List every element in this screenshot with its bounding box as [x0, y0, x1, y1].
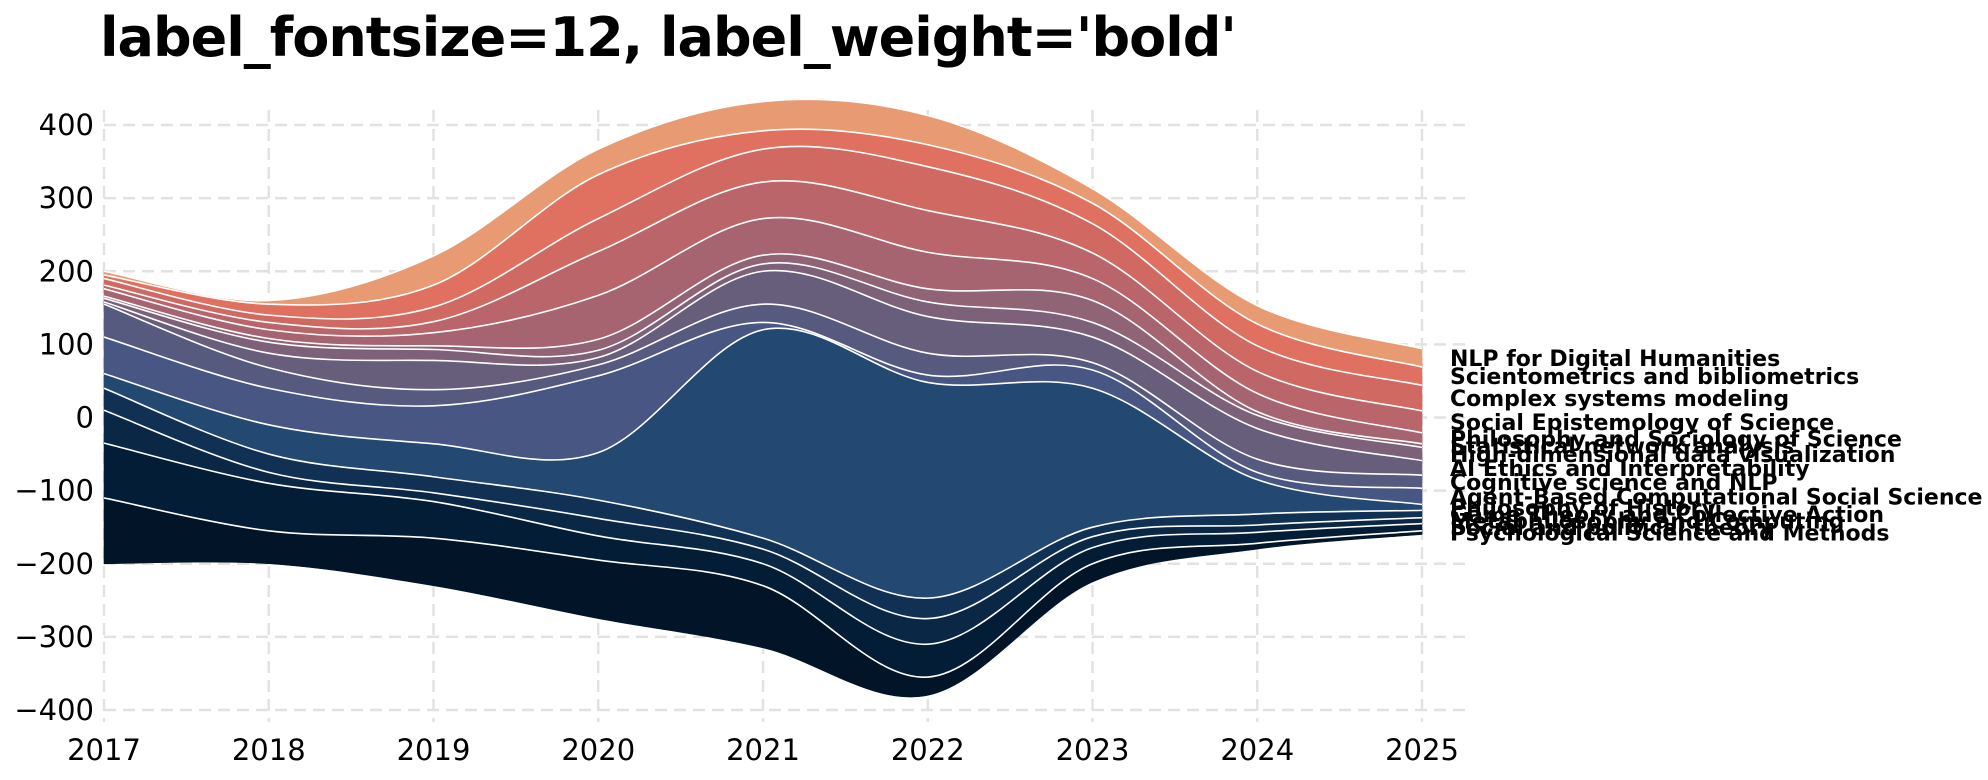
- stream-boundary-line: [103, 145, 1423, 387]
- y-tick-label-100: 100: [39, 327, 94, 361]
- x-tick-label-2025: 2025: [1385, 733, 1459, 767]
- stream-boundary-line: [103, 128, 1423, 368]
- y-tick-label-0: 0: [76, 401, 94, 435]
- stream-boundary-line: [103, 442, 1423, 645]
- stream-boundary-line: [103, 269, 1423, 462]
- series-label-high-dimensional-data-visualization: High-dimensional data visualization: [1450, 443, 1895, 468]
- stream-layer: [103, 99, 1423, 698]
- stream-boundary-line: [103, 321, 1423, 490]
- x-tick-label-2017: 2017: [67, 733, 141, 767]
- stream-boundary-line: [103, 180, 1423, 412]
- x-tick-label-2020: 2020: [561, 733, 635, 767]
- series-label-metaphilosophy-and-computing: Metaphilosophy and Computing: [1450, 510, 1844, 535]
- stream-boundary-line: [103, 327, 1423, 506]
- stream-boundary-line: [103, 98, 1423, 350]
- stream-boundary-line: [103, 216, 1423, 434]
- y-tick-label--200: −200: [14, 547, 94, 581]
- series-label-statistical-network-analysis: Statistical network analysis: [1450, 435, 1794, 460]
- series-label-psychological-science-and-methods: Psychological Science and Methods: [1450, 522, 1890, 547]
- stream-boundary-line: [103, 262, 1423, 449]
- stream-boundary-line: [103, 253, 1423, 445]
- y-tick-label-300: 300: [39, 181, 94, 215]
- stream-boundary-line: [103, 409, 1423, 620]
- series-label-philosophy-and-sociology-of-science: Philosophy and Sociology of Science: [1450, 427, 1902, 452]
- x-tick-label-2022: 2022: [891, 733, 965, 767]
- series-label-scientometrics-and-bibliometrics: Scientometrics and bibliometrics: [1450, 365, 1859, 390]
- x-tick-label-2018: 2018: [232, 733, 306, 767]
- y-tick-label-400: 400: [39, 108, 94, 142]
- y-tick-label-200: 200: [39, 254, 94, 288]
- stream-boundary-line: [103, 387, 1423, 599]
- stream-boundary-line: [103, 303, 1423, 477]
- series-label-agent-based-computational-social-science: Agent-Based Computational Social Science: [1450, 485, 1982, 510]
- series-label-social-and-political-theory: Social and political theory: [1450, 516, 1774, 541]
- series-label-ai-ethics-and-interpretability: AI Ethics and Interpretability: [1450, 457, 1810, 482]
- boundary-layer: [103, 98, 1423, 678]
- series-label-layer: Psychological Science and MethodsSocial …: [1450, 347, 1982, 547]
- series-label-game-theory-and-collective-action: Game Theory and Collective Action: [1450, 503, 1884, 528]
- x-tick-label-2019: 2019: [397, 733, 471, 767]
- y-tick-label--400: −400: [14, 693, 94, 727]
- x-tick-label-2023: 2023: [1056, 733, 1130, 767]
- series-label-complex-systems-modeling: Complex systems modeling: [1450, 387, 1789, 412]
- chart-title: label_fontsize=12, label_weight='bold': [100, 6, 1237, 69]
- x-tick-label-2021: 2021: [726, 733, 800, 767]
- series-label-nlp-for-digital-humanities: NLP for Digital Humanities: [1450, 347, 1780, 372]
- series-label-social-epistemology-of-science: Social Epistemology of Science: [1450, 411, 1834, 436]
- series-label-cognitive-science-and-nlp: Cognitive science and NLP: [1450, 471, 1778, 496]
- y-tick-label--100: −100: [14, 474, 94, 508]
- stream-boundary-line: [103, 497, 1423, 678]
- tick-layer: 2017 2018 2019 2020 2021 2022 2023 2024 2025 400 3…: [14, 108, 1459, 767]
- series-label-philosophy-of-history: Philosophy of History: [1450, 496, 1716, 521]
- y-tick-label--300: −300: [14, 620, 94, 654]
- x-tick-label-2024: 2024: [1220, 733, 1294, 767]
